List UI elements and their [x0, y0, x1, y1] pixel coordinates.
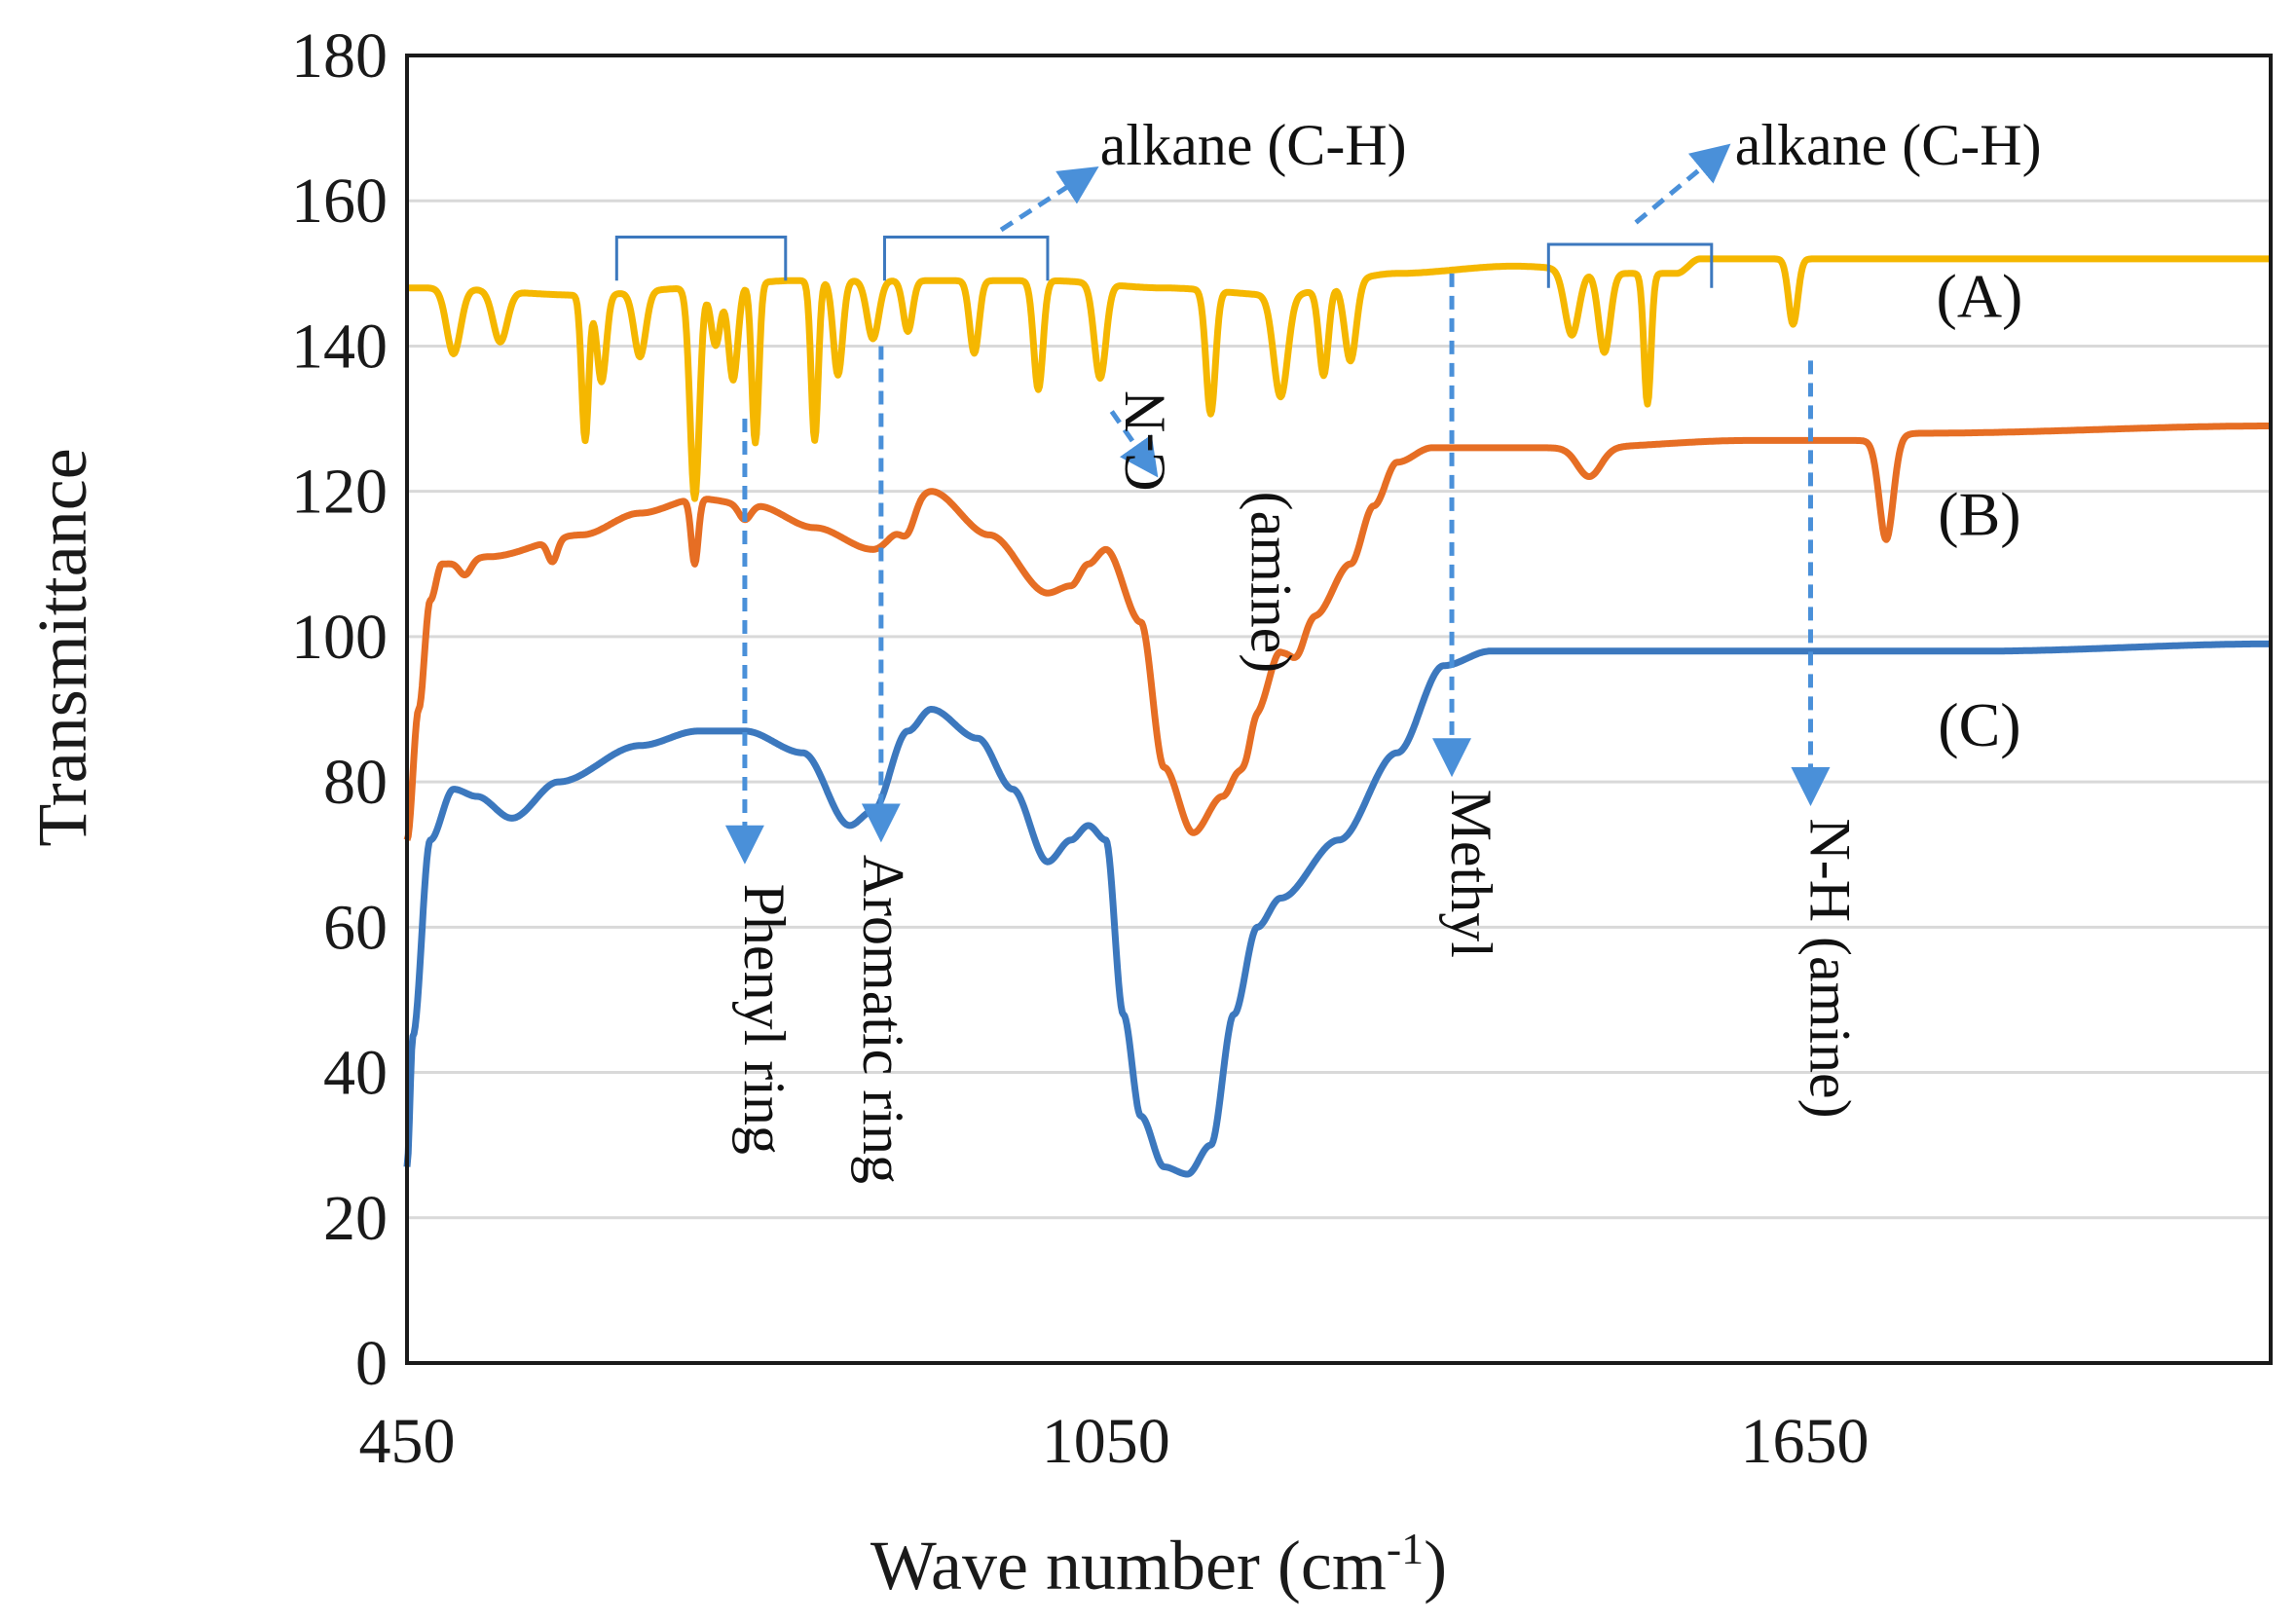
y-tick-label: 140 [291, 311, 388, 382]
y-tick-label: 180 [291, 20, 388, 92]
series-line-0 [404, 255, 2274, 502]
y-tick-label: 120 [291, 457, 388, 528]
x-axis-ticks: 450 1050 1650 [359, 1406, 1870, 1477]
annotation-layer: alkane (C-H) alkane (C-H) C-N (amine) Phenyl… [732, 113, 2042, 1184]
annotation-label: Phenyl ring [732, 884, 796, 1155]
series-line-2 [403, 640, 2274, 1178]
bracket-1 [882, 236, 1050, 281]
dashed-arrow-5 [999, 166, 1099, 233]
y-tick-label: 100 [291, 602, 388, 673]
bracket-layer [614, 236, 1714, 288]
annotation-label: (amine) [1239, 492, 1303, 674]
y-axis-ticks: 0 20 40 60 80 100 120 140 160 180 [291, 20, 388, 1399]
annotation-label: alkane (C-H) [1100, 113, 1407, 177]
series-label: (B) [1938, 479, 2020, 548]
y-tick-label: 40 [323, 1038, 388, 1109]
arrow-layer [724, 143, 1831, 865]
series-label-layer: (A) (B) (C) [1937, 262, 2023, 759]
x-axis-title: Wave number (cm-1) [870, 1524, 1447, 1604]
plot-frame [405, 54, 2273, 1365]
y-axis-title: Transmittance [23, 448, 101, 846]
x-tick-label: 1050 [1042, 1406, 1170, 1477]
series-layer [403, 255, 2274, 1178]
y-tick-label: 160 [291, 166, 388, 237]
y-tick-label: 80 [323, 747, 388, 818]
dashed-arrow-6 [1634, 143, 1731, 225]
annotation-label: alkane (C-H) [1735, 113, 2042, 177]
series-label: (A) [1937, 262, 2023, 331]
annotation-label: Methyl [1439, 790, 1503, 958]
series-line-1 [403, 423, 2274, 841]
y-tick-label: 60 [323, 892, 388, 963]
annotation-label: N-H (amine) [1797, 818, 1862, 1118]
y-tick-label: 20 [323, 1183, 388, 1254]
x-axis-title-main: Wave number (cm [870, 1527, 1387, 1604]
x-axis-title-suffix: ) [1424, 1527, 1447, 1604]
x-tick-label: 450 [359, 1406, 456, 1477]
annotation-label: Aromatic ring [851, 855, 915, 1184]
bracket-2 [1546, 242, 1714, 288]
dashed-arrow-4 [1109, 410, 1159, 478]
series-label: (C) [1938, 690, 2020, 759]
bracket-0 [614, 236, 788, 281]
y-tick-label: 0 [355, 1328, 388, 1399]
x-axis-title-superscript: -1 [1387, 1524, 1424, 1573]
x-tick-label: 1650 [1741, 1406, 1870, 1477]
annotation-label: C-N [1113, 390, 1177, 491]
